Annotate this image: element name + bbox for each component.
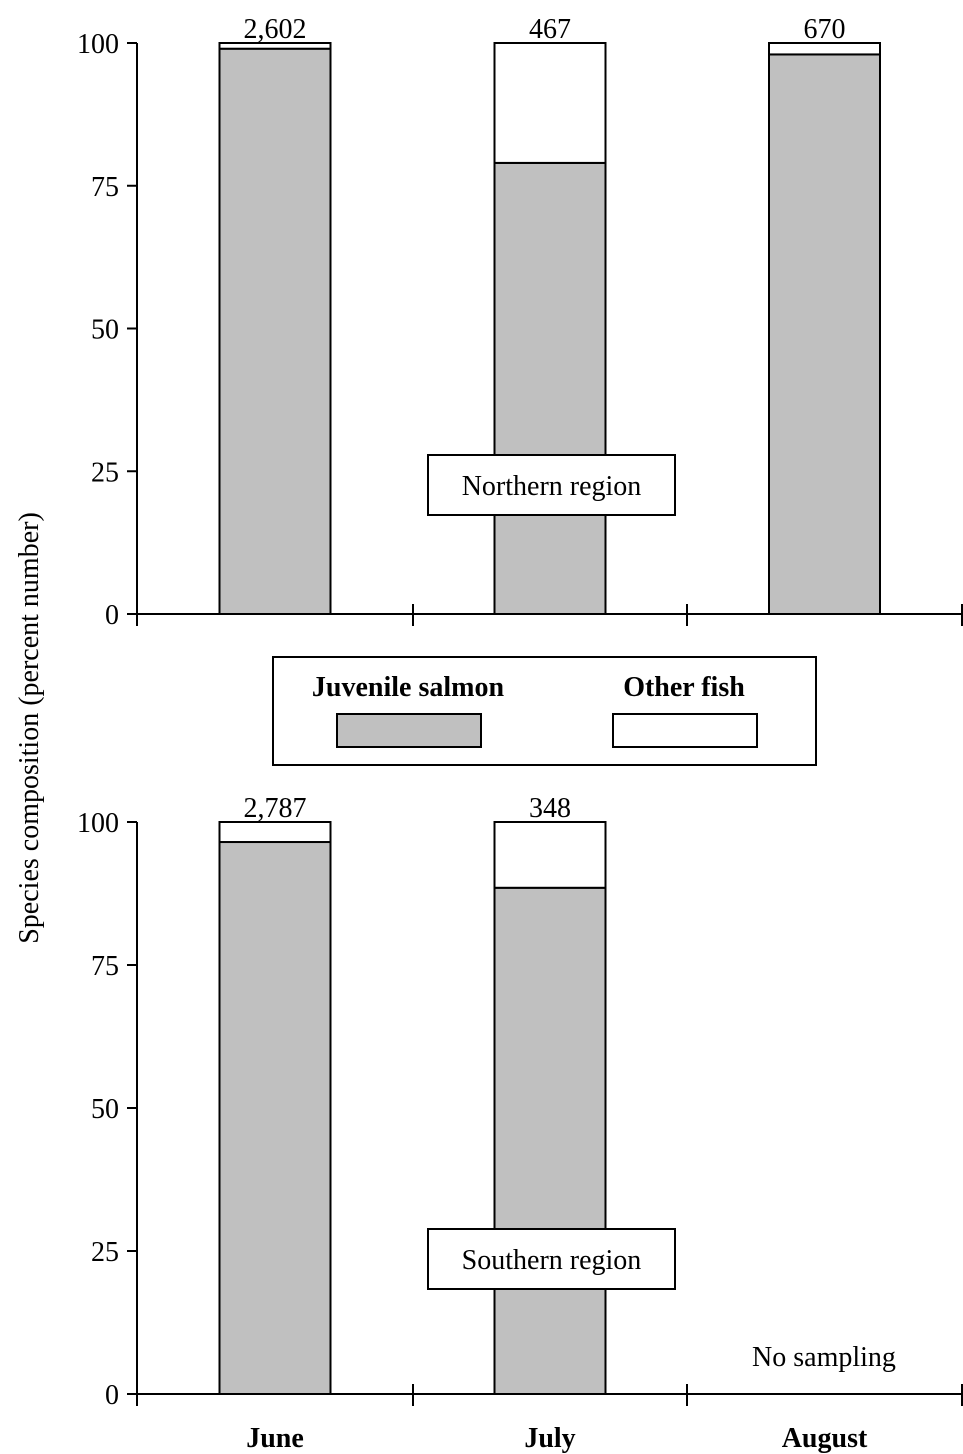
y-tick-label: 50 [91,1094,119,1125]
y-axis-label: Species composition (percent number) [14,512,45,944]
region-label: Northern region [462,471,642,502]
y-tick-label: 50 [91,315,119,346]
count-label-july: 348 [529,793,571,824]
y-tick-label: 75 [91,172,119,203]
y-tick-label: 25 [91,1237,119,1268]
y-tick-label: 100 [77,808,119,839]
bar-juvenile-salmon-july [493,161,607,615]
bar-other-fish-june [218,821,332,844]
legend-swatch-other-fish [612,713,758,748]
region-label-box [427,454,676,516]
count-label-august: 670 [804,14,846,45]
legend-label-other-fish: Other fish [623,672,745,703]
x-category-label-june: June [246,1423,304,1454]
y-tick-label: 100 [77,29,119,60]
bar-other-fish-june [218,42,332,50]
x-category-label-july: July [524,1423,575,1454]
legend-label-juvenile-salmon: Juvenile salmon [312,672,505,703]
bar-juvenile-salmon-august [768,53,881,616]
bar-other-fish-august [768,42,881,56]
region-label-box [427,1228,676,1290]
region-label: Southern region [462,1245,642,1276]
bar-juvenile-salmon-july [493,886,607,1396]
bar-juvenile-salmon-june [218,47,332,615]
bar-other-fish-july [493,821,607,889]
legend-swatch-juvenile-salmon [336,713,482,748]
bar-juvenile-salmon-june [218,841,332,1395]
y-tick-label: 75 [91,951,119,982]
northern-region-panel: 0 25 50 75 100 2,602 467 670 Northern region [77,14,963,631]
x-category-label-august: August [782,1423,868,1454]
y-tick-label: 0 [105,1380,119,1411]
legend: Juvenile salmon Other fish [272,656,817,766]
y-tick-label: 25 [91,457,119,488]
no-sampling-note: No sampling [752,1342,896,1373]
count-label-july: 467 [529,14,571,45]
count-label-june: 2,602 [244,14,307,45]
bar-other-fish-july [493,42,607,164]
count-label-june: 2,787 [244,793,307,824]
y-tick-label: 0 [105,600,119,631]
southern-region-panel: 0 25 50 75 100 2,787 June 348 July August Southern… [77,793,963,1454]
